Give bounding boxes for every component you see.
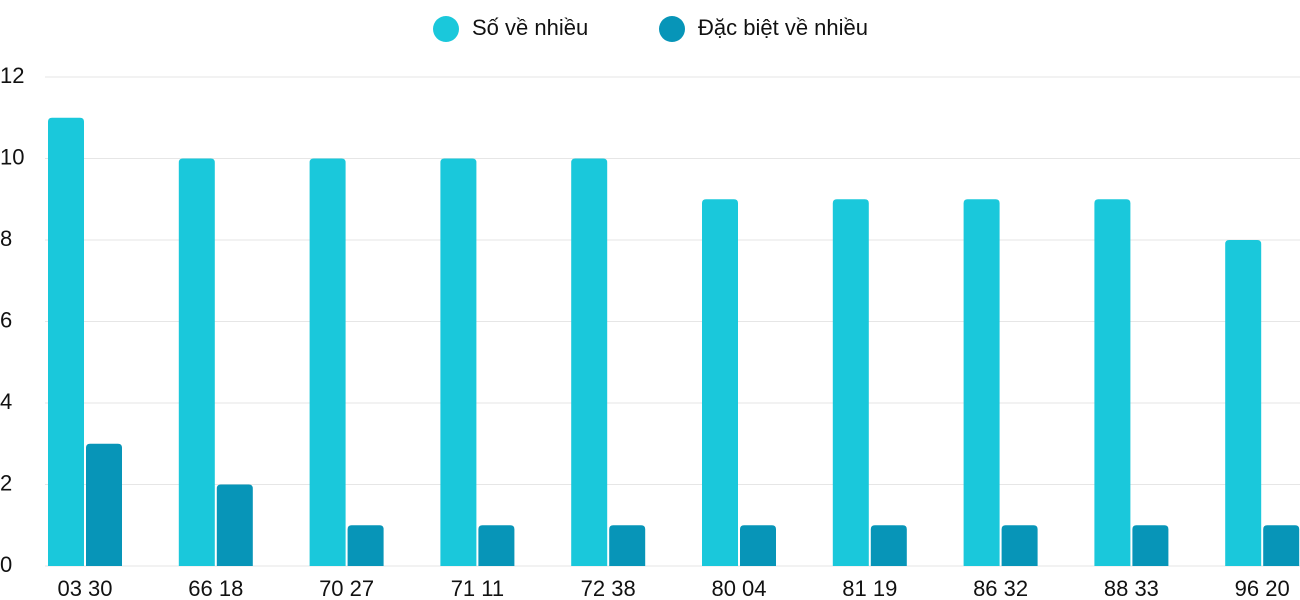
bar <box>963 199 1000 566</box>
x-tick-label: 96 20 <box>1235 576 1290 600</box>
bar <box>478 525 515 566</box>
x-tick-label: 66 18 <box>188 576 243 600</box>
x-tick-label: 72 38 <box>581 576 636 600</box>
bar <box>1001 525 1038 566</box>
bar <box>309 158 346 566</box>
bar <box>832 199 869 566</box>
legend-label: Số về nhiều <box>472 15 588 40</box>
bar <box>702 199 738 566</box>
y-tick-label: 8 <box>0 226 12 251</box>
y-tick-label: 12 <box>0 63 24 88</box>
x-tick-label: 03 30 <box>57 576 112 600</box>
x-tick-label: 86 32 <box>973 576 1028 600</box>
bar <box>48 117 84 566</box>
bar <box>178 158 215 566</box>
bar <box>1132 525 1169 566</box>
bar <box>440 158 477 566</box>
legend-marker <box>433 16 459 42</box>
x-tick-label: 70 27 <box>319 576 374 600</box>
legend-marker <box>659 16 685 42</box>
bar <box>870 525 907 566</box>
x-tick-label: 81 19 <box>842 576 897 600</box>
bar <box>609 525 646 566</box>
x-tick-label: 80 04 <box>711 576 766 600</box>
bar <box>216 484 253 566</box>
x-tick-label: 88 33 <box>1104 576 1159 600</box>
x-tick-label: 71 11 <box>451 576 504 600</box>
y-tick-label: 10 <box>0 144 24 169</box>
bar <box>347 525 384 566</box>
bar <box>740 525 776 566</box>
bar <box>86 443 122 566</box>
bar <box>1263 525 1300 566</box>
y-tick-label: 4 <box>0 389 12 414</box>
bar <box>1225 240 1262 566</box>
y-tick-label: 6 <box>0 307 12 332</box>
bar <box>571 158 608 566</box>
y-tick-label: 0 <box>0 552 12 577</box>
bar <box>1094 199 1131 566</box>
legend-label: Đặc biệt về nhiều <box>698 15 868 40</box>
y-tick-label: 2 <box>0 470 12 495</box>
